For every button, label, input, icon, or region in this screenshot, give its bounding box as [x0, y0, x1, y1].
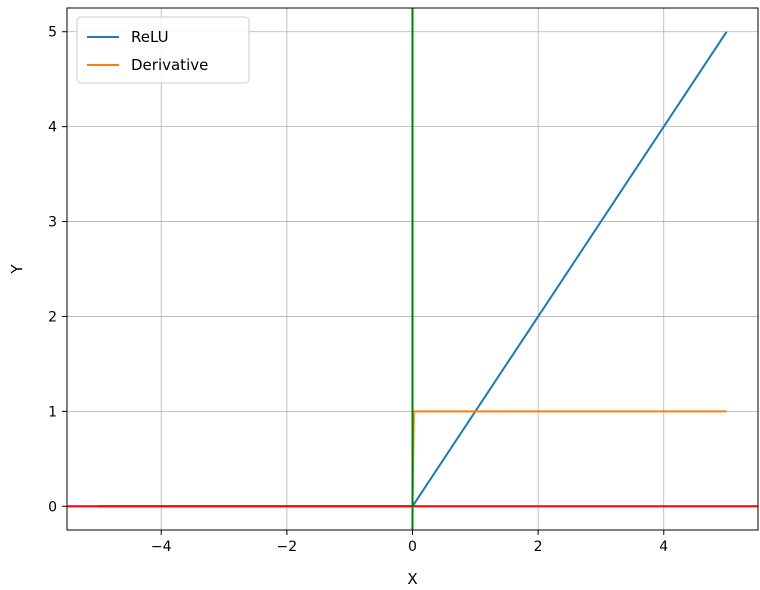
x-tick-label: −4: [151, 539, 172, 555]
y-axis-label: Y: [8, 264, 26, 275]
x-axis-label: X: [407, 570, 417, 588]
x-tick-label: 2: [534, 539, 543, 555]
legend-box: [76, 16, 250, 84]
y-tick-label: 2: [48, 309, 57, 325]
x-tick-label: −2: [277, 539, 298, 555]
legend-label: ReLU: [131, 28, 169, 46]
legend: ReLU Derivative: [76, 16, 250, 84]
legend-label: Derivative: [131, 56, 208, 74]
x-tick-label: 4: [659, 539, 668, 555]
y-tick-label: 1: [48, 404, 57, 420]
x-tick-label: 0: [408, 539, 417, 555]
y-tick-label: 5: [48, 25, 57, 41]
y-tick-label: 3: [48, 215, 57, 231]
ticks: −4 −2 0 2 4 0 1 2 3 4 5: [48, 25, 668, 555]
data-lines: [67, 8, 758, 530]
y-tick-label: 4: [48, 120, 57, 136]
y-tick-label: 0: [48, 499, 57, 515]
